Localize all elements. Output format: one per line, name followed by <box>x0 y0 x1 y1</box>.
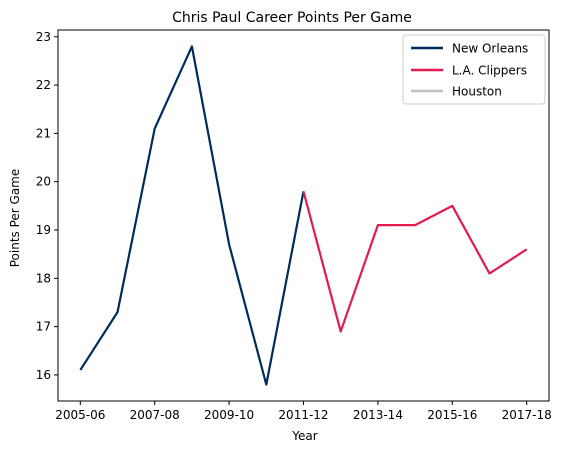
y-tick-label: 16 <box>36 368 51 382</box>
x-axis: 2005-06 2007-08 2009-10 2011-12 2013-14 2015-… <box>55 401 552 422</box>
y-tick-label: 21 <box>36 126 51 140</box>
legend-box <box>402 34 546 105</box>
y-tick-label: 18 <box>36 271 51 285</box>
y-tick-label: 17 <box>36 320 51 334</box>
series-line-new-orleans <box>79 45 305 386</box>
legend-label-la-clippers: L.A. Clippers <box>452 64 527 78</box>
legend-label-new-orleans: New Orleans <box>452 42 528 56</box>
x-tick-label: 2005-06 <box>55 408 105 422</box>
x-axis-label: Year <box>291 429 317 443</box>
plot-area: 2005-06 2007-08 2009-10 2011-12 2013-14 2015-… <box>36 29 552 422</box>
y-axis-label: Points Per Game <box>8 169 22 268</box>
legend: New Orleans L.A. Clippers Houston <box>402 34 546 105</box>
y-tick-label: 23 <box>36 30 51 44</box>
x-tick-label: 2015-16 <box>427 408 477 422</box>
y-tick-label: 19 <box>36 223 51 237</box>
x-tick-label: 2013-14 <box>353 408 403 422</box>
series-layer <box>79 45 528 386</box>
x-tick-label: 2011-12 <box>278 408 328 422</box>
x-tick-label: 2007-08 <box>130 408 180 422</box>
legend-label-houston: Houston <box>452 85 502 99</box>
y-tick-label: 20 <box>36 175 51 189</box>
y-axis: 16 17 18 19 20 21 22 23 <box>36 30 58 382</box>
y-tick-label: 22 <box>36 78 51 92</box>
x-tick-label: 2017-18 <box>502 408 552 422</box>
x-tick-label: 2009-10 <box>204 408 254 422</box>
chart-title: Chris Paul Career Points Per Game <box>172 10 412 26</box>
series-line-l-a-clippers <box>302 191 528 333</box>
